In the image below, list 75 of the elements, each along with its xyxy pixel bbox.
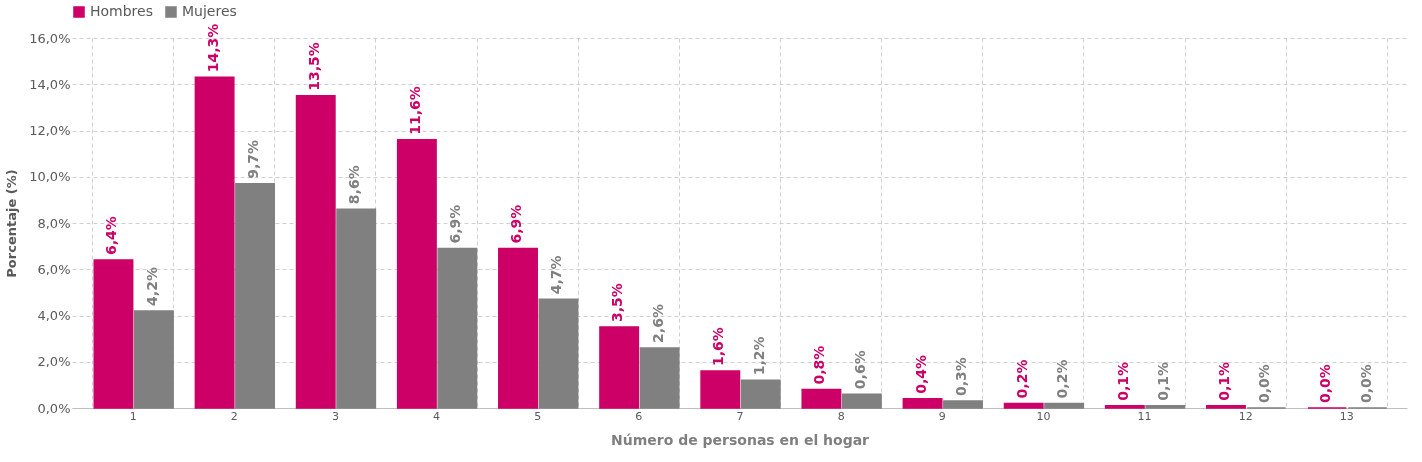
bar [1206, 404, 1246, 409]
data-label: 0,4% [912, 354, 929, 394]
y-tick-label: 6,0% [37, 261, 71, 277]
x-tick-label: 12 [1238, 409, 1253, 423]
y-tick-label: 12,0% [29, 123, 71, 138]
data-label: 4,2% [143, 267, 160, 306]
bar [498, 247, 538, 409]
data-label: 0,0% [1256, 364, 1273, 403]
data-label: 6,4% [103, 216, 120, 255]
y-tick-label: 8,0% [37, 215, 71, 231]
x-tick-label: 7 [736, 409, 744, 423]
data-label: 2,6% [649, 304, 666, 343]
bar [801, 388, 842, 409]
bar [235, 182, 276, 409]
y-tick-label: 10,0% [29, 169, 71, 185]
bar [295, 95, 336, 409]
y-tick-label: 2,0% [37, 354, 71, 370]
data-label: 4,7% [548, 255, 565, 295]
x-tick-label: 6 [635, 409, 643, 423]
bar [599, 326, 640, 409]
x-tick-label: 9 [938, 409, 946, 423]
data-label: 0,1% [1114, 361, 1131, 401]
x-tick-label: 4 [433, 409, 441, 423]
x-tick-label: 3 [331, 409, 339, 423]
y-tick-label: 4,0% [37, 308, 71, 323]
x-tick-label: 8 [837, 409, 845, 423]
data-label: 8,6% [346, 165, 363, 205]
x-tick-label: 5 [534, 409, 542, 423]
data-label: 0,0% [1317, 364, 1334, 403]
data-label: 0,1% [1215, 361, 1232, 401]
bar [1145, 404, 1186, 409]
data-label: 11,6% [406, 86, 423, 135]
data-label: 6,9% [508, 204, 524, 244]
data-label: 0,2% [1013, 359, 1030, 399]
bar [639, 347, 680, 409]
bar [1104, 404, 1145, 409]
bar [943, 400, 983, 409]
legend-label: Mujeres [182, 3, 237, 19]
data-label: 14,3% [204, 23, 221, 73]
bar [1003, 402, 1044, 409]
bar [1044, 402, 1085, 409]
x-tick-label: 10 [1036, 409, 1051, 423]
data-label: 0,3% [953, 357, 969, 397]
data-label: 6,9% [447, 204, 464, 244]
legend-label: Hombres [90, 3, 153, 19]
y-tick-label: 0,0% [37, 400, 71, 416]
bar [841, 393, 882, 409]
data-label: 0,6% [851, 350, 868, 390]
data-label: 3,5% [609, 283, 626, 323]
bar [336, 208, 377, 409]
x-tick-label: 2 [230, 409, 238, 423]
x-tick-label: 1 [129, 409, 137, 423]
x-tick-label: 13 [1339, 409, 1354, 423]
bar [396, 139, 437, 409]
bar [133, 310, 174, 409]
y-tick-label: 14,0% [29, 76, 71, 92]
bar [740, 379, 781, 409]
x-tick-label: 11 [1137, 409, 1152, 423]
x-axis-title: Número de personas en el hogar [610, 431, 870, 448]
y-axis-title: Porcentaje (%) [4, 169, 20, 278]
data-label: 1,2% [750, 336, 767, 376]
bar [902, 398, 943, 409]
bar [437, 247, 478, 409]
y-tick-label: 16,0% [29, 30, 71, 46]
bar [538, 298, 579, 409]
bar [93, 259, 134, 409]
data-label: 13,5% [305, 42, 322, 91]
data-label: 1,6% [710, 327, 727, 366]
data-label: 0,1% [1155, 361, 1172, 401]
data-label: 9,7% [245, 139, 262, 179]
bar [194, 76, 235, 409]
bar [700, 370, 741, 409]
data-label: 0,2% [1054, 359, 1071, 399]
data-label: 0,0% [1357, 364, 1374, 403]
data-label: 0,8% [811, 345, 828, 385]
